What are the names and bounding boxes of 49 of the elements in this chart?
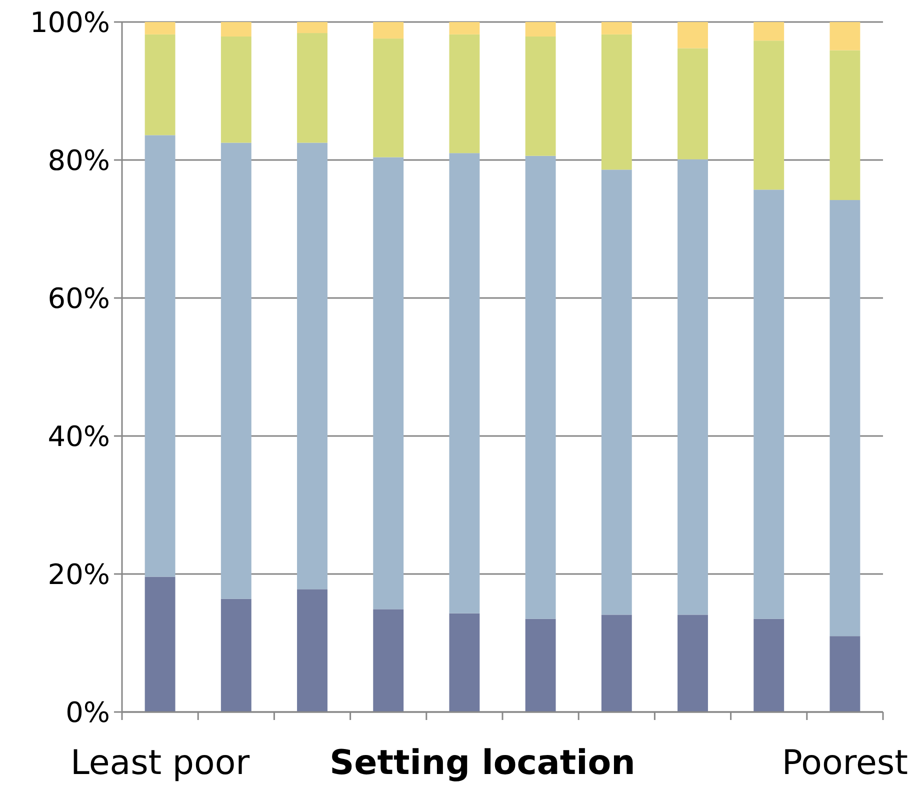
bar <box>678 48 708 160</box>
y-tick-label: 0% <box>66 696 110 729</box>
bar <box>144 135 176 577</box>
bar <box>525 22 556 36</box>
y-tick-label: 60% <box>48 282 110 315</box>
bar <box>373 22 404 39</box>
bar <box>297 33 328 143</box>
bar <box>144 34 176 136</box>
bar <box>449 22 480 34</box>
bar <box>601 22 632 34</box>
y-tick-label: 100% <box>30 6 110 39</box>
bar <box>601 170 632 615</box>
bar <box>449 34 480 154</box>
bar <box>449 153 480 614</box>
y-tick-label: 40% <box>48 420 110 453</box>
bar <box>220 22 252 36</box>
x-tick-label: Least poor <box>70 743 250 783</box>
bar <box>373 157 404 610</box>
bar <box>449 613 480 712</box>
bar <box>601 34 632 170</box>
bar <box>220 142 252 599</box>
bar <box>144 22 176 34</box>
bar <box>601 614 632 712</box>
bar <box>754 22 784 41</box>
bar <box>525 156 556 619</box>
y-tick-label: 20% <box>48 558 110 591</box>
bar <box>220 598 252 712</box>
bar <box>754 190 784 619</box>
bar <box>297 589 328 712</box>
bar <box>678 159 708 615</box>
x-tick-label: Poorest <box>782 743 908 783</box>
bar <box>678 22 708 48</box>
bar <box>525 618 556 712</box>
bar <box>144 576 176 712</box>
bar <box>297 142 328 590</box>
bar <box>297 22 328 34</box>
bar <box>220 36 252 143</box>
bar <box>373 38 404 158</box>
bar <box>754 618 784 712</box>
bar <box>830 200 860 636</box>
y-tick-label: 80% <box>48 144 110 177</box>
x-axis-title: Setting location <box>330 743 636 783</box>
bar <box>373 609 404 712</box>
bar <box>754 40 784 190</box>
bar <box>830 22 860 50</box>
bar <box>525 36 556 156</box>
bar <box>678 614 708 712</box>
bar <box>830 50 860 200</box>
bar <box>830 636 860 712</box>
